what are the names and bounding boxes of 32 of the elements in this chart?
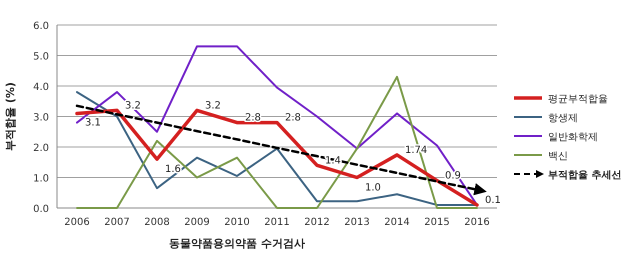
x-axis-title: 동물약품용의약품 수거검사	[169, 237, 305, 250]
x-tick-label: 2014	[384, 217, 410, 228]
legend-label: 백신	[548, 151, 568, 162]
y-tick-label: 2.0	[33, 143, 49, 154]
data-label: 3.1	[85, 117, 101, 128]
legend-label: 항생제	[548, 113, 578, 124]
x-tick-label: 2015	[424, 217, 450, 228]
x-tick-label: 2012	[304, 217, 330, 228]
data-label: 0.1	[485, 194, 501, 206]
x-tick-label: 2011	[264, 217, 290, 228]
legend-label: 일반화학제	[548, 132, 598, 143]
legend-label: 평균부적합율	[548, 94, 608, 105]
data-label: 3.2	[205, 100, 221, 112]
x-tick-label: 2016	[464, 217, 490, 228]
data-label: 1.0	[365, 182, 381, 194]
x-tick-label: 2007	[104, 217, 130, 228]
y-axis-title: 부적합율 (%)	[4, 82, 17, 151]
data-label: 1.6	[165, 164, 181, 176]
y-tick-label: 0.0	[33, 204, 49, 215]
legend-label: 부적합율 추세선	[548, 170, 622, 181]
x-tick-label: 2010	[224, 217, 250, 228]
y-tick-label: 6.0	[33, 21, 49, 32]
y-tick-label: 3.0	[33, 112, 49, 124]
y-tick-label: 4.0	[33, 82, 49, 93]
x-tick-label: 2006	[64, 217, 90, 228]
data-label: 2.8	[245, 112, 261, 124]
y-tick-label: 1.0	[33, 174, 49, 184]
x-tick-label: 2009	[184, 217, 210, 228]
x-tick-label: 2008	[144, 217, 170, 228]
x-tick-label: 2013	[344, 217, 370, 228]
data-label: 2.8	[285, 112, 301, 124]
y-tick-label: 5.0	[33, 52, 49, 62]
